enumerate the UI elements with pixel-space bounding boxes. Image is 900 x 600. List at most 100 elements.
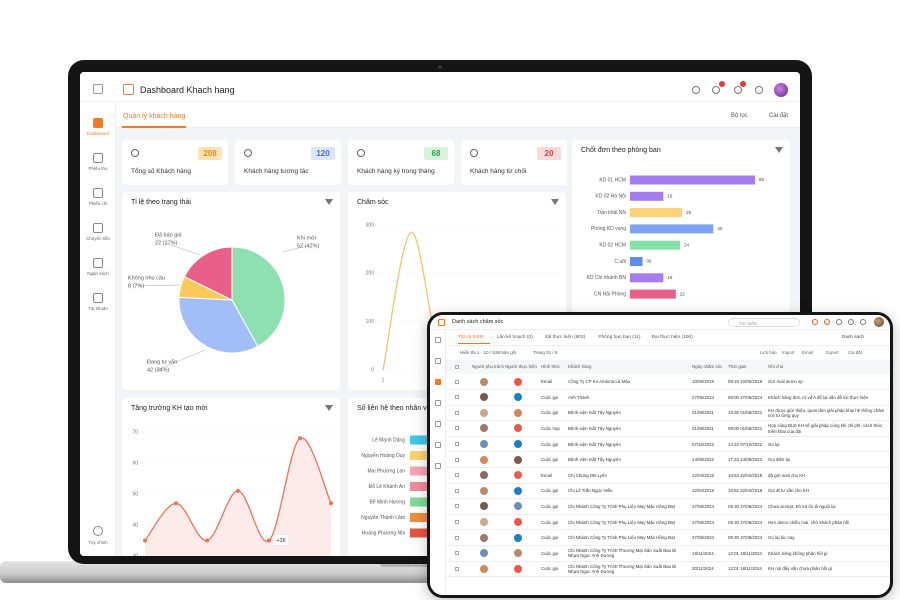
sidebar-label[interactable]: Phiếu chi: [88, 201, 108, 206]
bar-label: KD 02 Hà Nội: [595, 194, 626, 200]
column-header: Người thực hiện: [505, 364, 537, 369]
assignee-avatar: [514, 549, 522, 558]
data-point: [143, 538, 147, 543]
owner-avatar: [480, 455, 488, 464]
sidebar-icon[interactable]: [93, 258, 103, 268]
sidebar-label[interactable]: Tùy chỉnh: [88, 540, 108, 545]
row-checkbox[interactable]: [455, 379, 459, 384]
annotation-box: [272, 534, 290, 546]
cell-text: 09:30 27/08/2024: [728, 503, 763, 509]
row-checkbox[interactable]: [455, 566, 459, 571]
user-avatar[interactable]: [874, 317, 884, 327]
pager[interactable]: Trang 01 / 5: [533, 350, 558, 355]
sidebar-label[interactable]: Tài khoản: [88, 306, 108, 311]
tab[interactable]: Quản lý khách hàng: [123, 113, 186, 120]
row-checkbox[interactable]: [455, 488, 459, 493]
cell-text: 15:35 01/08/2021: [728, 410, 763, 416]
row-checkbox[interactable]: [455, 473, 459, 478]
list-tab[interactable]: Tất cả (538): [458, 335, 484, 340]
pie-label: Khi mới: [297, 235, 316, 241]
user-avatar[interactable]: [774, 83, 788, 97]
care-list-window: Danh sách chăm sóc Tìm kiếm Tất cả (538) Lầ…: [427, 312, 893, 598]
row-checkbox[interactable]: [455, 519, 459, 524]
row-checkbox[interactable]: [455, 504, 459, 509]
toolbar-action[interactable]: Export: [826, 350, 839, 355]
toolbar-action[interactable]: Lịch báo: [760, 350, 777, 355]
chart-filter[interactable]: [325, 405, 333, 411]
logo: [123, 84, 134, 95]
sidebar-icon[interactable]: [93, 223, 103, 233]
table-cell: 20/11/2024: [692, 561, 726, 577]
list-tab[interactable]: Phòng ban ban (11): [598, 335, 641, 340]
settings-button[interactable]: Cài đặt: [769, 113, 789, 119]
window-sidebar-icon[interactable]: [435, 463, 441, 469]
header-icon[interactable]: [836, 319, 842, 325]
filter-button[interactable]: Bộ lọc: [731, 113, 748, 119]
y-tick-label: 0: [371, 367, 374, 373]
assignee-avatar: [514, 517, 522, 526]
topbar-icon[interactable]: [712, 86, 720, 94]
row-checkbox[interactable]: [455, 441, 459, 446]
topbar-icon[interactable]: [692, 86, 700, 94]
topbar-icon[interactable]: [755, 86, 763, 94]
search-box[interactable]: Tìm kiếm: [728, 318, 800, 327]
row-checkbox[interactable]: [455, 535, 459, 540]
sidebar-label[interactable]: Dashboard: [86, 131, 110, 136]
table-cell: 09:30 27/08/2024: [728, 530, 766, 546]
chart-filter[interactable]: [775, 147, 783, 153]
window-sidebar-icon[interactable]: [435, 358, 441, 364]
cell-text: KH nói đẩy vấn chưa phản hồi gì: [768, 566, 832, 572]
assignee-avatar: [514, 455, 522, 464]
assignee-avatar: [514, 502, 522, 511]
sidebar-label[interactable]: Phiếu thu: [88, 166, 108, 171]
cell-text: Gọi đt tư vấn cho KH: [768, 488, 810, 494]
cell-text: Chị Chung DĐ Lyên: [568, 472, 607, 478]
row-checkbox[interactable]: [455, 457, 459, 462]
header-icon[interactable]: [812, 319, 818, 325]
sidebar-label[interactable]: Chuyển tiền: [85, 236, 111, 241]
list-tab[interactable]: Đại thực hiện (106): [651, 335, 693, 340]
bar: [630, 175, 755, 185]
window-sidebar-icon[interactable]: [435, 400, 441, 406]
sidebar-label[interactable]: Ngân sách: [87, 271, 109, 276]
window-sidebar-icon[interactable]: [435, 421, 441, 427]
sidebar-icon[interactable]: [93, 188, 103, 198]
table-cell: Chi Nhánh Công Ty Trình Phụ Liệu May Mặc…: [568, 499, 688, 515]
table-cell: Bệnh viện mắt Tây Nguyên: [568, 421, 688, 437]
sidebar-icon[interactable]: [93, 293, 103, 303]
column-header: Hình thức: [541, 364, 561, 369]
sidebar-icon[interactable]: [93, 118, 103, 128]
header-icon[interactable]: [848, 319, 854, 325]
row-checkbox[interactable]: [455, 395, 459, 400]
toolbar-action[interactable]: Cài đặt: [848, 350, 862, 355]
window-sidebar: [430, 330, 446, 595]
chart-filter[interactable]: [551, 199, 559, 205]
table-cell: 10:51 22/04/2019: [728, 483, 766, 499]
row-checkbox[interactable]: [455, 551, 459, 556]
header-icon[interactable]: [824, 319, 830, 325]
window-sidebar-icon[interactable]: [435, 442, 441, 448]
sidebar-icon[interactable]: [93, 153, 103, 163]
pie-slice: [178, 296, 259, 354]
cell-text: 22/04/2019: [692, 488, 714, 494]
owner-avatar: [480, 408, 488, 417]
pie-value-label: 52 (42%): [297, 243, 319, 249]
toolbar-action[interactable]: Email: [802, 350, 813, 355]
list-tab[interactable]: Lần kế hoạch (0): [496, 335, 533, 340]
window-sidebar-icon[interactable]: [435, 337, 441, 343]
header-icon[interactable]: [860, 319, 866, 325]
cell-text: Khách hàng không phản hồi gì: [768, 550, 828, 556]
cell-text: Họp cùng BLĐ KH về giải pháp cùng khi ch…: [768, 423, 883, 434]
data-point: [174, 501, 178, 506]
window-sidebar-icon[interactable]: [435, 379, 441, 385]
y-tick-label: 60: [132, 460, 138, 466]
toolbar-action[interactable]: Import: [782, 350, 795, 355]
sidebar-icon[interactable]: [93, 526, 103, 536]
list-tab[interactable]: Đã thực hiện (903): [545, 335, 586, 340]
row-checkbox[interactable]: [455, 426, 459, 431]
row-checkbox[interactable]: [455, 410, 459, 415]
data-point: [329, 501, 333, 506]
topbar-icon[interactable]: [734, 86, 742, 94]
add-button[interactable]: Danh sách: [842, 334, 864, 339]
chart-filter[interactable]: [325, 199, 333, 205]
